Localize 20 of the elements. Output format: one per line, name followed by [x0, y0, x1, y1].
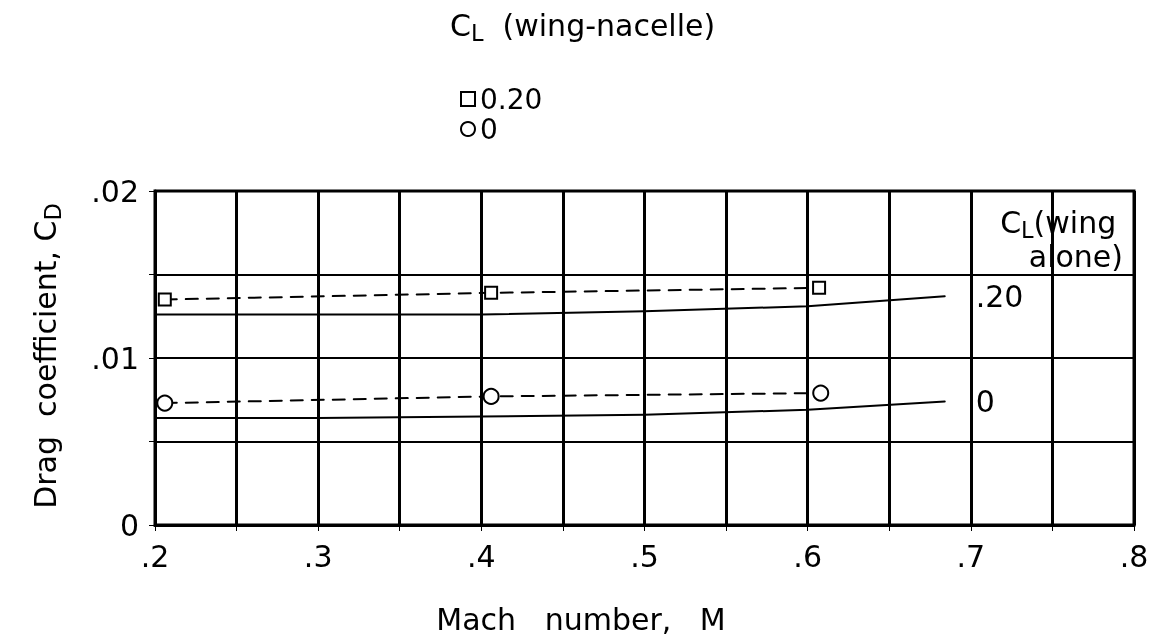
point — [812, 280, 827, 295]
x-axis-title: Mach number, M — [436, 601, 726, 637]
y-tick-label: .02 — [91, 173, 139, 209]
point — [156, 394, 174, 412]
y-tick-label: .01 — [91, 340, 139, 376]
x-tick-label: .3 — [303, 538, 333, 574]
y-axis-title: Drag coefficient, CD — [27, 203, 66, 509]
point — [484, 285, 499, 300]
x-tick-label: .6 — [793, 538, 822, 574]
point — [157, 292, 172, 307]
x-tick-label: .8 — [1119, 538, 1149, 574]
annotation: .20 — [975, 278, 1024, 314]
point — [812, 384, 830, 402]
annotation: 0 — [975, 383, 995, 419]
x-tick-label: .4 — [467, 538, 496, 574]
x-tick-label: .5 — [630, 538, 659, 574]
y-tick-label: 0 — [119, 507, 139, 543]
point — [482, 387, 500, 405]
x-tick-label: .2 — [140, 538, 170, 574]
x-tick-label: .7 — [956, 538, 986, 574]
